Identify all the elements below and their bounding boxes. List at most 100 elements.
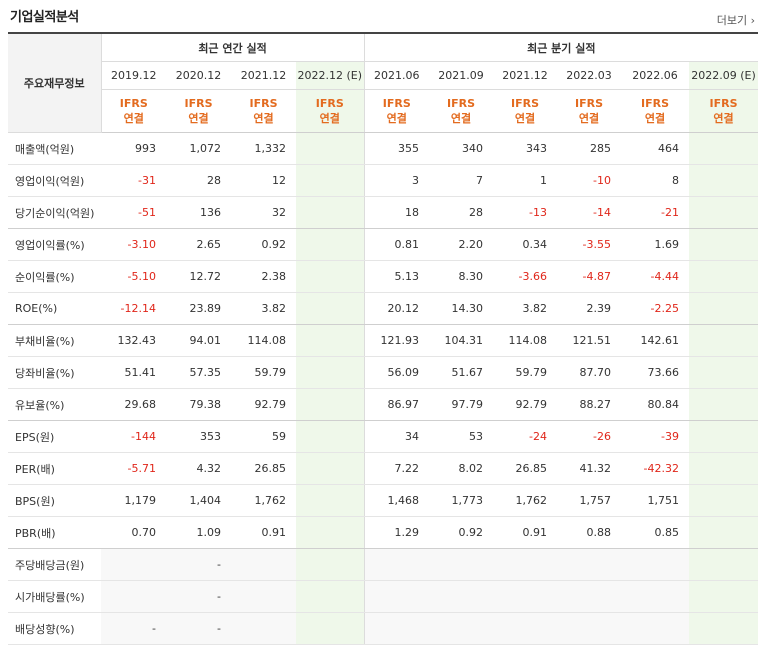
- table-cell: 14.30: [429, 292, 494, 325]
- table-cell: [101, 548, 166, 581]
- table-row: 당기순이익(억원) -51 136 32 18 28 -13 -14 -21: [8, 196, 759, 229]
- table-cell: 51.41: [101, 356, 166, 389]
- table-cell: [689, 420, 759, 453]
- row-label: BPS(원): [8, 484, 101, 517]
- table-cell: [296, 324, 365, 357]
- table-cell: [689, 356, 759, 389]
- corner-header: 주요재무정보: [8, 32, 102, 133]
- table-cell: -10: [557, 164, 622, 197]
- table-cell: 2.38: [231, 260, 296, 293]
- table-cell: 1,762: [231, 484, 296, 517]
- table-cell: -: [101, 612, 166, 645]
- basis-header: IFRS 연결: [364, 89, 430, 133]
- table-row: 매출액(억원) 993 1,072 1,332 355 340 343 285 464: [8, 132, 759, 165]
- table-cell: 0.34: [493, 228, 558, 261]
- table-cell: 94.01: [166, 324, 231, 357]
- table-cell: 355: [364, 132, 430, 165]
- table-cell: 57.35: [166, 356, 231, 389]
- basis-header: IFRS 연결: [621, 89, 690, 133]
- table-cell: 51.67: [429, 356, 494, 389]
- table-cell: 1,332: [231, 132, 296, 165]
- more-link[interactable]: 더보기 ›: [716, 14, 755, 27]
- table-cell: 2.20: [429, 228, 494, 261]
- row-label: 매출액(억원): [8, 132, 101, 165]
- table-cell: [557, 548, 622, 581]
- table-cell: [689, 612, 759, 645]
- financial-table: 주요재무정보 최근 연간 실적 최근 분기 실적 2019.12 2020.12 2…: [8, 32, 759, 645]
- row-label: 순이익률(%): [8, 260, 101, 293]
- table-cell: 0.92: [429, 516, 494, 549]
- table-cell: 1,179: [101, 484, 166, 517]
- table-cell: 20.12: [364, 292, 430, 325]
- table-cell: [493, 580, 558, 613]
- table-cell: [296, 548, 365, 581]
- table-cell: 34: [364, 420, 430, 453]
- table-cell: 3: [364, 164, 430, 197]
- table-cell: 28: [166, 164, 231, 197]
- basis-header: IFRS 연결: [429, 89, 494, 133]
- table-cell: [621, 580, 690, 613]
- table-cell: 993: [101, 132, 166, 165]
- table-row: 부채비율(%) 132.43 94.01 114.08 121.93 104.31 114.…: [8, 324, 759, 357]
- table-cell: 28: [429, 196, 494, 229]
- table-cell: 59.79: [231, 356, 296, 389]
- table-cell: [296, 356, 365, 389]
- table-cell: [689, 548, 759, 581]
- table-cell: [231, 580, 296, 613]
- table-cell: 53: [429, 420, 494, 453]
- table-row: 배당성향(%) - -: [8, 612, 759, 645]
- table-cell: [689, 164, 759, 197]
- table-cell: 79.38: [166, 388, 231, 421]
- table-cell: 121.93: [364, 324, 430, 357]
- row-label: PER(배): [8, 452, 101, 485]
- table-cell: 1,773: [429, 484, 494, 517]
- table-cell: 7: [429, 164, 494, 197]
- table-cell: [689, 484, 759, 517]
- table-cell: 59: [231, 420, 296, 453]
- table-cell: 0.88: [557, 516, 622, 549]
- table-cell: -42.32: [621, 452, 690, 485]
- table-cell: [689, 388, 759, 421]
- table-row: 영업이익률(%) -3.10 2.65 0.92 0.81 2.20 0.34 -3.55 1.…: [8, 228, 759, 261]
- table-cell: -2.25: [621, 292, 690, 325]
- table-cell: 1.69: [621, 228, 690, 261]
- table-cell: 56.09: [364, 356, 430, 389]
- row-label: 유보율(%): [8, 388, 101, 421]
- table-cell: 1,751: [621, 484, 690, 517]
- row-label: 영업이익(억원): [8, 164, 101, 197]
- table-row: 영업이익(억원) -31 28 12 3 7 1 -10 8: [8, 164, 759, 197]
- table-cell: [689, 260, 759, 293]
- table-cell: 29.68: [101, 388, 166, 421]
- basis-header: IFRS 연결: [689, 89, 759, 133]
- table-cell: [296, 452, 365, 485]
- table-cell: -12.14: [101, 292, 166, 325]
- table-cell: [429, 580, 494, 613]
- table-cell: [493, 548, 558, 581]
- table-cell: 132.43: [101, 324, 166, 357]
- table-cell: 285: [557, 132, 622, 165]
- table-cell: 0.81: [364, 228, 430, 261]
- table-cell: 86.97: [364, 388, 430, 421]
- table-cell: 3.82: [493, 292, 558, 325]
- table-cell: [296, 228, 365, 261]
- table-cell: 1,404: [166, 484, 231, 517]
- table-cell: -5.10: [101, 260, 166, 293]
- row-label: 시가배당률(%): [8, 580, 101, 613]
- table-cell: [231, 612, 296, 645]
- table-cell: -3.66: [493, 260, 558, 293]
- table-cell: -4.87: [557, 260, 622, 293]
- table-cell: 353: [166, 420, 231, 453]
- table-cell: [101, 580, 166, 613]
- table-cell: 1,072: [166, 132, 231, 165]
- table-row: EPS(원) -144 353 59 34 53 -24 -26 -39: [8, 420, 759, 453]
- table-cell: -3.55: [557, 228, 622, 261]
- table-cell: 1.09: [166, 516, 231, 549]
- table-cell: 87.70: [557, 356, 622, 389]
- period-header: 2022.09 (E): [689, 61, 759, 90]
- table-cell: 88.27: [557, 388, 622, 421]
- table-row: PBR(배) 0.70 1.09 0.91 1.29 0.92 0.91 0.88 0.85: [8, 516, 759, 549]
- table-cell: [296, 260, 365, 293]
- table-cell: 0.85: [621, 516, 690, 549]
- table-cell: 2.39: [557, 292, 622, 325]
- table-cell: 104.31: [429, 324, 494, 357]
